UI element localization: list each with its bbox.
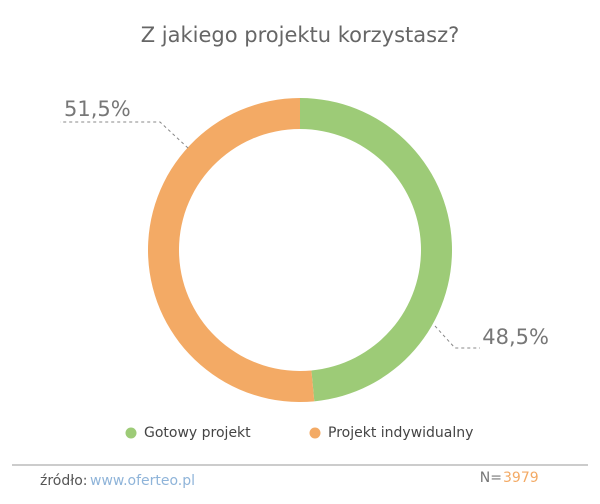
leader-line [434, 325, 480, 349]
donut-segment [300, 98, 453, 402]
source-url[interactable]: www.oferteo.pl [90, 473, 195, 489]
legend-label: Gotowy projekt [144, 425, 251, 441]
chart-title: Z jakiego projektu korzystasz? [141, 23, 460, 47]
source-label: źródło: [40, 473, 88, 489]
legend-label: Projekt indywidualny [328, 425, 473, 441]
value-label: 48,5% [482, 325, 549, 349]
donut-segment [148, 98, 315, 402]
n-value: 3979 [503, 470, 539, 486]
n-label: N= [480, 470, 502, 486]
legend-swatch [125, 427, 137, 439]
value-label: 51,5% [64, 97, 131, 121]
legend-swatch [309, 427, 321, 439]
leader-line [60, 121, 189, 149]
